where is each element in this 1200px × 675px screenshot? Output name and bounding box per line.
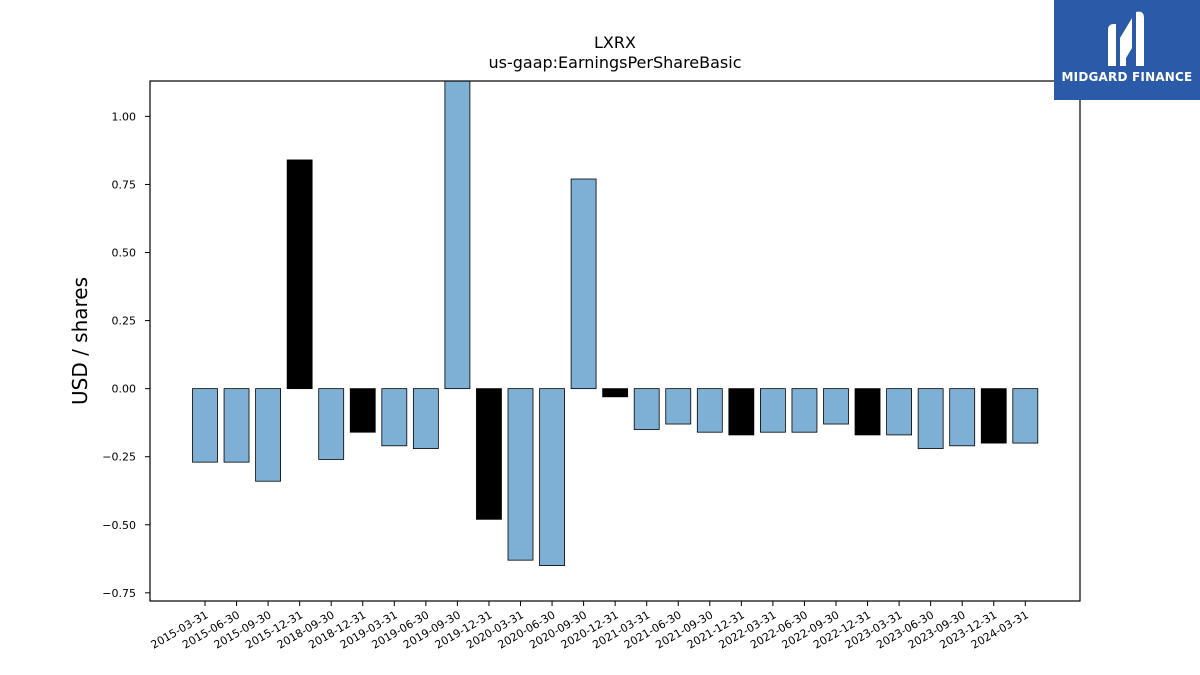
- bar-2019-06-30: [412, 388, 439, 449]
- bar-2024-03-31: [1012, 388, 1039, 444]
- bar-2015-09-30: [255, 388, 282, 482]
- plot-frame: [149, 80, 1081, 602]
- bar-2020-12-31: [602, 388, 629, 398]
- chart-title: LXRX: [594, 33, 636, 52]
- bar-2023-12-31: [980, 388, 1007, 444]
- bar-2021-06-30: [665, 388, 692, 425]
- brand-logo: MIDGARD FINANCE: [1054, 0, 1200, 100]
- bar-2022-06-30: [791, 388, 818, 433]
- bar-2018-09-30: [318, 388, 345, 460]
- bar-2021-12-31: [728, 388, 755, 436]
- logo-text: MIDGARD FINANCE: [1061, 70, 1193, 84]
- y-tick-label: 0.75: [112, 178, 137, 191]
- y-tick-label: 0.25: [112, 315, 137, 328]
- bar-2022-03-31: [760, 388, 786, 433]
- y-tick-label: −0.25: [102, 451, 136, 464]
- bar-2015-12-31: [286, 159, 313, 390]
- bar-2020-03-31: [507, 388, 534, 561]
- bar-2019-03-31: [381, 388, 408, 447]
- midgard-logo-icon: [1108, 11, 1144, 67]
- bar-2022-09-30: [823, 388, 849, 425]
- bar-2019-09-30: [444, 80, 471, 390]
- y-tick-label: 1.00: [112, 110, 137, 123]
- bar-2015-06-30: [223, 388, 250, 463]
- bar-2015-03-31: [192, 388, 218, 463]
- bar-2023-06-30: [917, 388, 944, 449]
- y-tick-label: 0.00: [112, 383, 137, 396]
- bar-2021-03-31: [633, 388, 660, 430]
- bar-2018-12-31: [349, 388, 376, 433]
- bar-2021-09-30: [696, 388, 723, 433]
- y-axis-label: USD / shares: [68, 277, 92, 405]
- y-tick-label: −0.75: [102, 587, 136, 600]
- bar-2023-03-31: [886, 388, 912, 436]
- y-tick-label: 0.50: [112, 247, 137, 260]
- bar-2023-09-30: [949, 388, 976, 447]
- bar-2019-12-31: [476, 388, 502, 520]
- chart-subtitle: us-gaap:EarningsPerShareBasic: [488, 53, 741, 72]
- bar-2020-06-30: [539, 388, 565, 567]
- y-tick-label: −0.50: [102, 519, 136, 532]
- bar-2022-12-31: [854, 388, 881, 436]
- bar-2020-09-30: [570, 178, 597, 390]
